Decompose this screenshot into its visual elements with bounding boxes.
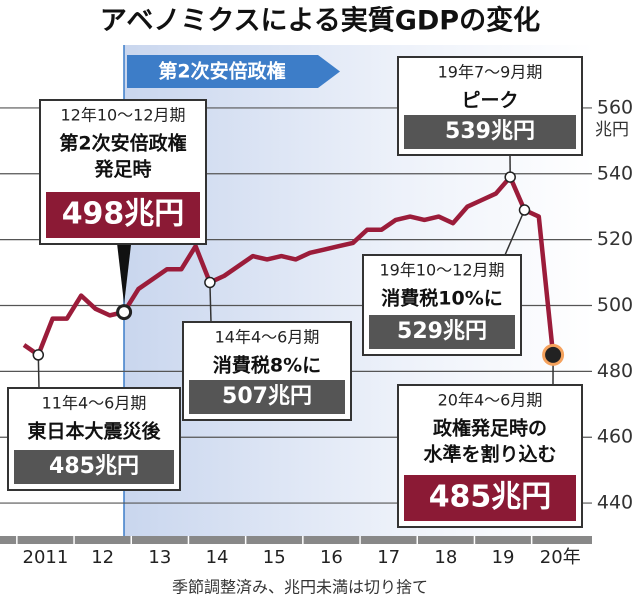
y-tick-label: 440 (597, 492, 633, 514)
x-tick-label: 18 (434, 547, 457, 568)
callout-text: 消費税8%に (213, 354, 321, 377)
y-tick-label: 540 (597, 162, 633, 184)
connector (209, 282, 212, 323)
point-marker (116, 304, 133, 321)
callout-text: 消費税10%に (381, 287, 502, 310)
point-marker (545, 346, 562, 363)
callout-text: 第2次安倍政権 (59, 132, 186, 155)
point-marker (204, 276, 216, 289)
chart-title: アベノミクスによる実質GDPの変化 (100, 5, 540, 37)
callout-period: 20年4〜6月期 (438, 391, 543, 410)
callout-value-box (369, 315, 515, 349)
callout-period: 12年10〜12月期 (60, 106, 185, 125)
x-tick-label: 17 (377, 547, 400, 568)
point-marker (504, 171, 516, 183)
x-tick-label: 16 (320, 547, 343, 568)
note: 季節調整済み、兆円未満は切り捨て (172, 578, 428, 597)
y-tick-label: 500 (597, 294, 633, 316)
callout-value: 507兆円 (222, 384, 312, 409)
callout-value: 539兆円 (445, 119, 535, 144)
x-tick-label: 19 (492, 547, 515, 568)
callout-value: 485兆円 (429, 480, 552, 515)
x-tick-label: 20年 (540, 547, 581, 568)
callout-value: 529兆円 (397, 319, 487, 344)
x-axis (0, 536, 592, 544)
callout-text: 政権発足時の (433, 417, 547, 440)
x-tick-label: 13 (148, 547, 171, 568)
callout-text: ピーク (461, 90, 518, 112)
point-marker (518, 204, 531, 216)
callout-value-box (404, 475, 576, 521)
x-tick-label: 2011 (23, 547, 69, 568)
callout-value-box (404, 115, 576, 149)
callout-period: 14年4〜6月期 (215, 328, 320, 347)
y-tick-label: 520 (597, 228, 633, 250)
point-marker (32, 349, 45, 361)
callout-period: 11年4〜6月期 (42, 394, 147, 413)
callout-period: 19年10〜12月期 (379, 261, 504, 280)
x-tick-label: 15 (263, 547, 286, 568)
y-tick-label: 460 (597, 426, 633, 448)
x-tick-label: 14 (206, 547, 229, 568)
pointer (117, 244, 132, 305)
callout-text: 発足時 (93, 158, 151, 181)
y-unit: 兆円 (595, 120, 629, 140)
y-tick-label: 560 (597, 96, 633, 118)
callout-text: 東日本大震災後 (27, 420, 161, 443)
y-tick-label: 480 (597, 360, 633, 382)
callout-value: 485兆円 (49, 454, 139, 479)
callout-value: 498兆円 (62, 197, 185, 232)
callout-value-box (46, 192, 200, 238)
connector (504, 209, 526, 256)
data-line (22, 174, 556, 358)
callout-value-box (14, 450, 174, 484)
period-label: 第2次安倍政権 (158, 60, 285, 83)
period-arrow (127, 55, 340, 88)
callout-value-box (189, 380, 345, 414)
x-tick-label: 12 (91, 547, 114, 568)
callout-text: 水準を割り込む (423, 443, 556, 466)
callout-period: 19年7〜9月期 (438, 63, 543, 82)
